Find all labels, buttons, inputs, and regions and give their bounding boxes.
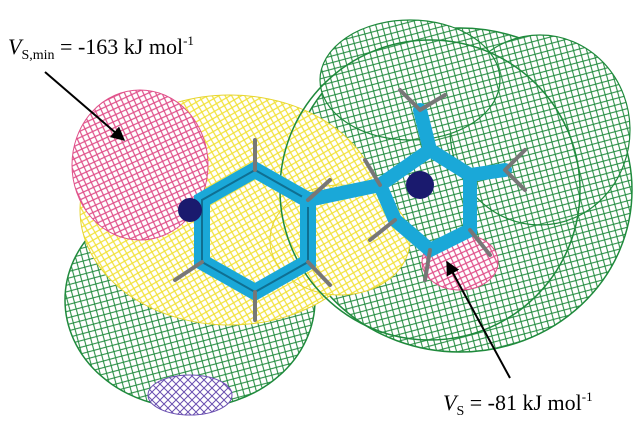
annotation-label: VS = -81 kJ mol-1: [443, 389, 593, 419]
superscript: -1: [582, 389, 593, 404]
subscript: S,min: [21, 48, 54, 63]
superscript: -1: [183, 33, 194, 48]
annotation-label: VS,min = -163 kJ mol-1: [8, 33, 194, 63]
text: = -163 kJ mol: [55, 34, 184, 59]
surface: [65, 20, 632, 415]
subscript: S: [456, 404, 464, 419]
text: = -81 kJ mol: [464, 390, 582, 415]
figure: VS,min = -163 kJ mol-1 VS = -81 kJ mol-1: [0, 0, 641, 422]
